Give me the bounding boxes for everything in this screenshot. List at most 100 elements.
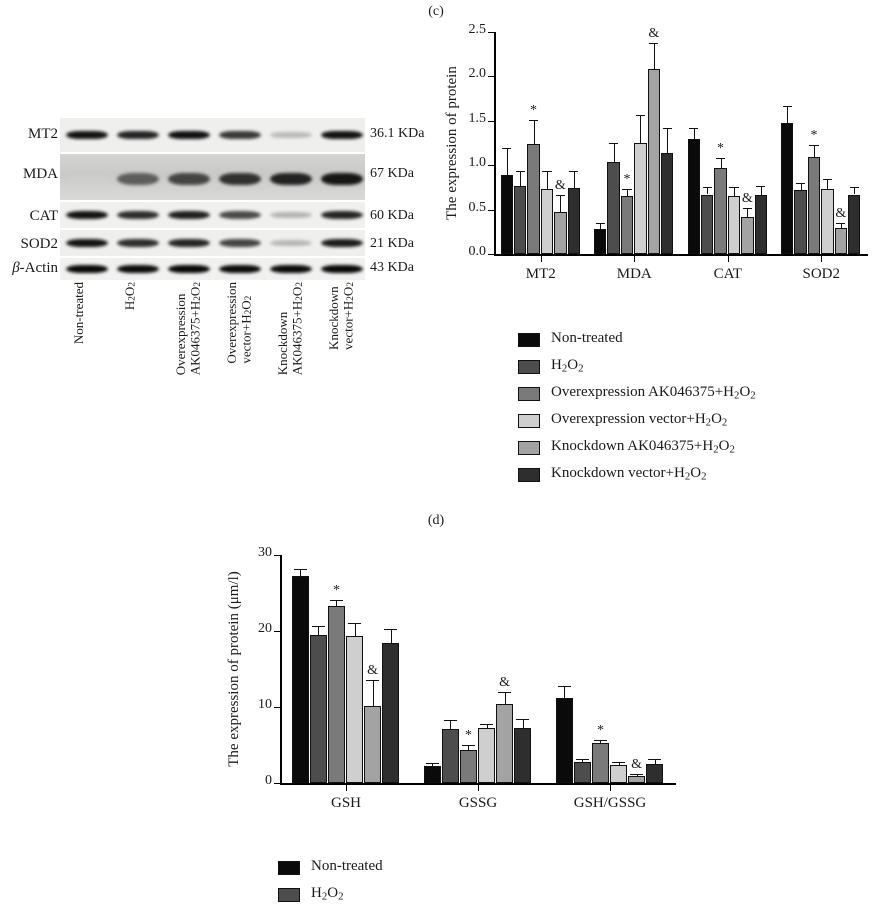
blot-row-labels: MT2 MDA CAT SOD2 β-Actin — [0, 118, 58, 278]
blot-lane-label: Overexpression vector+H2O2 — [224, 282, 254, 364]
error-bar-cap — [330, 599, 343, 601]
bar — [620, 196, 634, 254]
y-tick-mark — [488, 32, 494, 33]
blot-band — [219, 211, 261, 219]
error-bar-cap — [742, 207, 752, 209]
chart-panel-d: 0 10 20 30 The expression of protein (μm/l) *… — [222, 545, 682, 835]
legend-panel-d: Non-treated H2O2 — [278, 856, 618, 910]
blot-band — [168, 211, 210, 219]
error-bar — [506, 148, 508, 175]
x-category-label: SOD2 — [802, 266, 840, 282]
error-bar-cap — [462, 745, 475, 746]
error-bar — [600, 739, 602, 744]
bar — [459, 749, 477, 783]
significance-marker: * — [596, 722, 604, 738]
error-bar-cap — [384, 628, 397, 630]
legend-color-swatch — [518, 333, 540, 347]
y-tick-mark — [488, 254, 494, 255]
blot-gel-strips — [60, 118, 365, 280]
error-bar-cap — [312, 625, 325, 627]
y-tick-mark — [488, 165, 494, 167]
error-bar-cap — [630, 773, 643, 775]
error-bar-cap — [822, 178, 832, 180]
y-tick-label: 20 — [258, 621, 272, 636]
bar — [727, 196, 741, 254]
y-tick-label: 1.5 — [468, 110, 487, 126]
blot-row-label: MDA — [22, 166, 58, 182]
bar — [423, 765, 441, 783]
x-category-label: GSSG — [458, 795, 498, 811]
blot-strip — [60, 118, 365, 152]
error-bar-cap — [649, 42, 659, 44]
error-bar — [827, 178, 829, 190]
error-bar — [564, 686, 566, 698]
error-bar — [318, 625, 320, 635]
blot-lane-label: Knockdown AK046375+H2O2 — [275, 282, 305, 376]
error-bar — [533, 119, 535, 144]
error-bar-cap — [662, 127, 672, 129]
error-bar-cap — [542, 170, 552, 172]
error-bar-cap — [612, 762, 625, 764]
legend-item-row[interactable]: Non-treated — [278, 856, 618, 883]
legend-color-swatch — [518, 414, 540, 428]
blot-strip — [60, 230, 365, 256]
error-bar — [787, 105, 789, 124]
bar — [741, 216, 754, 254]
legend-label: H2O2 — [551, 357, 584, 375]
error-bar-cap — [444, 719, 457, 721]
legend-item-row[interactable]: Knockdown AK046375+H2O2 — [518, 436, 858, 463]
error-bar-cap — [348, 622, 361, 624]
error-bar — [354, 622, 356, 637]
error-bar — [693, 127, 695, 140]
bar — [346, 636, 364, 783]
legend-item-row[interactable]: H2O2 — [518, 355, 858, 382]
bar — [500, 174, 513, 254]
error-bar — [720, 158, 722, 168]
blot-kda-label: 36.1 KDa — [370, 126, 425, 141]
error-bar — [432, 763, 434, 766]
y-tick-label: 0.0 — [468, 244, 487, 259]
legend-item-row[interactable]: Overexpression vector+H2O2 — [518, 409, 858, 436]
legend-item-row[interactable]: Knockdown vector+H2O2 — [518, 463, 858, 490]
bar — [700, 194, 714, 254]
blot-lane-labels: Non-treated H2O2 Overexpression AK046375+H2… — [60, 282, 370, 412]
error-bar — [520, 171, 522, 186]
error-bar — [468, 745, 470, 750]
error-bar — [573, 170, 575, 189]
error-bar-cap — [836, 222, 846, 224]
blot-band — [117, 265, 159, 273]
error-bar — [522, 719, 524, 729]
x-tick-mark — [478, 784, 479, 791]
blot-kda-label: 67 KDa — [370, 166, 414, 181]
bar — [794, 190, 807, 254]
bar — [634, 143, 647, 254]
legend-item-row[interactable]: H2O2 — [278, 883, 618, 910]
y-tick-label: 30 — [258, 545, 272, 560]
bar — [591, 743, 609, 783]
error-bar-cap — [502, 148, 512, 150]
bar — [781, 123, 794, 254]
legend-label: Knockdown AK046375+H2O2 — [551, 438, 735, 456]
error-bar-cap — [796, 182, 806, 184]
legend-item-row[interactable]: Overexpression AK046375+H2O2 — [518, 382, 858, 409]
blot-strip — [60, 258, 365, 280]
blot-kda-labels: 36.1 KDa 67 KDa 60 KDa 21 KDa 43 KDa — [370, 118, 440, 278]
error-bar — [840, 222, 842, 229]
y-tick-mark — [274, 783, 280, 784]
bar — [821, 189, 834, 254]
error-bar — [300, 568, 302, 576]
significance-marker: * — [717, 141, 725, 157]
legend-item-row[interactable]: Non-treated — [518, 328, 858, 355]
y-tick-label: 0.5 — [468, 199, 487, 215]
significance-marker: * — [623, 172, 631, 188]
error-bar-cap — [498, 691, 511, 693]
x-category-label: GSH — [330, 795, 361, 811]
x-tick-mark — [634, 255, 636, 262]
bar — [646, 764, 664, 783]
error-bar — [582, 758, 584, 763]
error-bar — [800, 182, 802, 191]
legend-color-swatch — [278, 888, 300, 902]
y-tick-label: 2.5 — [468, 22, 487, 37]
blot-lane-label: Overexpression AK046375+H2O2 — [173, 282, 203, 376]
bar — [714, 167, 727, 254]
